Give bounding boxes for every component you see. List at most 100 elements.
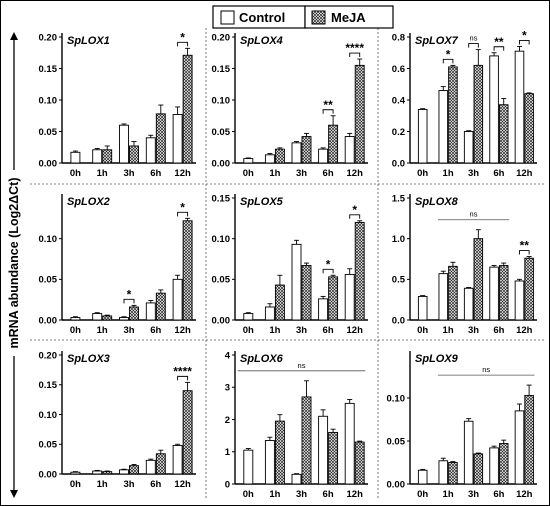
x-tick-label: 3h — [123, 325, 134, 336]
x-tick-label: 6h — [493, 168, 504, 179]
x-tick-label: 1h — [269, 325, 280, 336]
significance-bracket — [349, 52, 361, 58]
significance-label: * — [446, 47, 451, 61]
bar-control — [514, 410, 525, 485]
x-tick-label: 3h — [296, 325, 307, 336]
bar-control — [489, 447, 499, 485]
bar-meja — [354, 64, 365, 164]
x-tick-label: 1h — [269, 489, 280, 500]
x-tick-label: 6h — [493, 325, 504, 336]
bar-meja — [524, 394, 534, 485]
legend-swatch-meja — [311, 10, 326, 25]
legend: Control MeJA — [212, 5, 394, 29]
bar-control — [92, 313, 103, 321]
bar-control — [70, 471, 81, 475]
y-tick-label: 0.4 — [392, 95, 406, 106]
bar-meja — [129, 465, 139, 475]
significance-label: **** — [345, 41, 364, 55]
significance-bracket — [519, 40, 530, 45]
panel-title: SpLOX7 — [415, 35, 459, 47]
bar-control — [70, 151, 81, 164]
bar-meja — [182, 220, 193, 321]
panel-title: SpLOX2 — [67, 196, 110, 208]
y-tick-label: 0.10 — [212, 95, 231, 106]
significance-label: ** — [323, 98, 333, 112]
y-tick-label: 0.15 — [39, 380, 58, 391]
bar-meja — [524, 257, 534, 321]
significance-label: ns — [298, 361, 306, 370]
x-tick-label: 3h — [123, 168, 134, 179]
bar-control — [318, 415, 329, 485]
bar-control — [438, 273, 449, 321]
bar-control — [243, 158, 254, 164]
y-tick-label: 3 — [225, 383, 230, 394]
y-tick-label: 0.10 — [39, 234, 58, 245]
x-tick-label: 0h — [70, 168, 81, 179]
bar-meja — [274, 284, 285, 321]
significance-bracket — [349, 214, 361, 219]
y-tick-label: 0.0 — [392, 315, 405, 326]
x-tick-label: 6h — [323, 325, 334, 336]
y-tick-label: 0.05 — [387, 436, 406, 447]
y-tick-label: 0.15 — [212, 193, 231, 204]
y-tick-label: 1 — [225, 447, 231, 458]
x-tick-label: 12h — [516, 325, 533, 336]
y-tick-label: 1.0 — [392, 234, 405, 245]
x-tick-label: 3h — [468, 168, 479, 179]
x-tick-label: 12h — [174, 325, 191, 336]
bar-meja — [448, 66, 458, 164]
y-tick-label: 0.05 — [212, 275, 231, 286]
y-tick-label: 0.10 — [39, 95, 58, 106]
panel-title: SpLOX3 — [67, 353, 110, 365]
bar-meja — [102, 471, 113, 475]
bar-control — [463, 420, 474, 485]
bar-control — [243, 313, 254, 321]
bar-control — [291, 142, 302, 164]
bar-meja — [473, 238, 484, 321]
x-tick-label: 12h — [347, 489, 364, 500]
bar-control — [438, 460, 449, 485]
y-tick-label: 1.5 — [392, 193, 406, 204]
legend-swatch-control — [220, 10, 235, 25]
bar-meja — [102, 315, 113, 321]
y-tick-label: 0.10 — [387, 393, 406, 404]
chart-panel-splox6: 0 1 2 3 4 0h 1h 3h 6h 12h ns SpLOX6 — [225, 350, 368, 500]
bar-meja — [524, 93, 534, 164]
panel-title: SpLOX6 — [240, 353, 284, 365]
bar-meja — [301, 396, 312, 485]
significance-bracket — [519, 250, 530, 255]
chart-panel-splox3: 0.00 0.05 0.10 0.15 0.20 0h 1h 3h 6h 12h **** SpLOX… — [39, 350, 196, 490]
significance-bracket — [322, 268, 334, 274]
significance-bracket — [493, 46, 505, 51]
bar-control — [489, 55, 499, 164]
bar-control — [344, 136, 355, 164]
significance-bracket — [123, 298, 135, 304]
chart-panel-splox9: 0.00 0.05 0.10 0h 1h 3h 6h 12h ns SpLOX9 — [387, 351, 537, 500]
x-tick-label: 6h — [493, 489, 504, 500]
bar-control — [417, 108, 428, 164]
chart-panel-splox7: 0.00.20.40.60.80h 1h 3h 6h 12h*ns ** *SpLOX7 — [392, 28, 537, 179]
y-tick-label: 0.05 — [212, 127, 231, 138]
bar-meja — [155, 113, 166, 164]
bar-meja — [448, 462, 458, 485]
x-tick-label: 12h — [174, 479, 191, 490]
bar-control — [318, 148, 329, 164]
legend-box-meja — [304, 5, 394, 29]
chart-panel-splox8: 0.0 0.5 1.0 1.5 0h 1h 3h 6h 12h ns ** SpLOX8 — [392, 193, 537, 336]
x-tick-label: 0h — [70, 325, 81, 336]
panel-title: SpLOX1 — [67, 35, 110, 47]
y-tick-label: 0.05 — [39, 127, 58, 138]
bar-control — [145, 137, 156, 164]
significance-label: * — [180, 200, 185, 214]
bar-control — [291, 473, 302, 485]
bar-control — [463, 287, 474, 321]
y-axis-label-group: mRNA abundance (Log2ΔCt) — [6, 32, 22, 498]
bar-meja — [328, 124, 339, 164]
chart-panel-splox1: 0.00 0.05 0.10 0.15 0.20 0h 1h 3h 6h 12h * SpLOX1 — [39, 30, 196, 179]
bar-control — [291, 243, 302, 321]
bar-meja — [155, 453, 166, 475]
significance-bracket — [442, 58, 454, 64]
bar-meja — [328, 276, 339, 321]
significance-label: ns — [470, 34, 478, 43]
bar-control — [264, 154, 275, 164]
